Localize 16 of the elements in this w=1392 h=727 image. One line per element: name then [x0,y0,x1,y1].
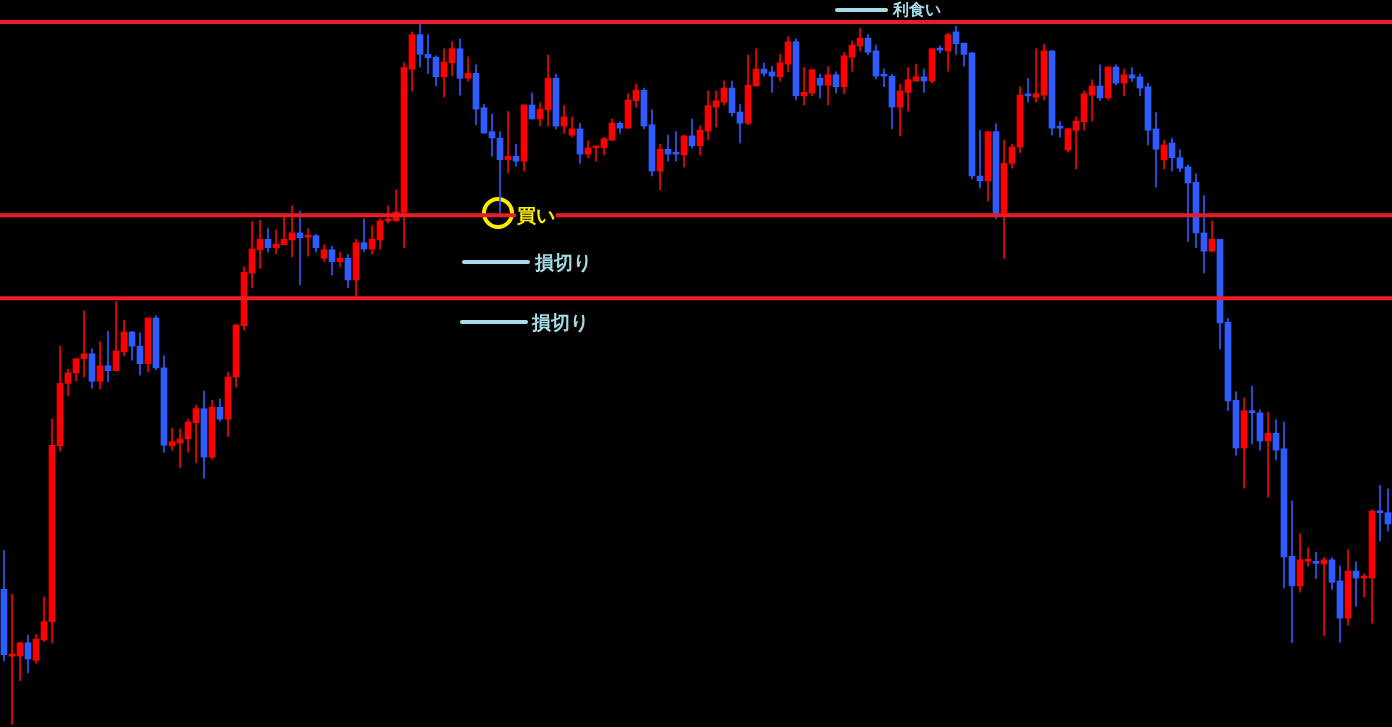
candlestick [1288,500,1296,644]
candlestick [1248,385,1256,445]
text: 利食い [892,0,942,21]
candlestick [1320,557,1328,637]
candlestick [1304,547,1312,567]
candlestick [1376,484,1384,542]
annotation: 損切り [531,310,590,335]
candlestick [104,330,112,383]
annotation: 損切り [534,250,593,275]
candlestick [1024,77,1032,103]
candlestick [80,310,88,378]
candlestick [1072,116,1080,170]
candlestick [168,428,176,451]
candlestick [1032,48,1040,103]
candlestick [1312,551,1320,580]
annotation: 買い [516,203,556,229]
